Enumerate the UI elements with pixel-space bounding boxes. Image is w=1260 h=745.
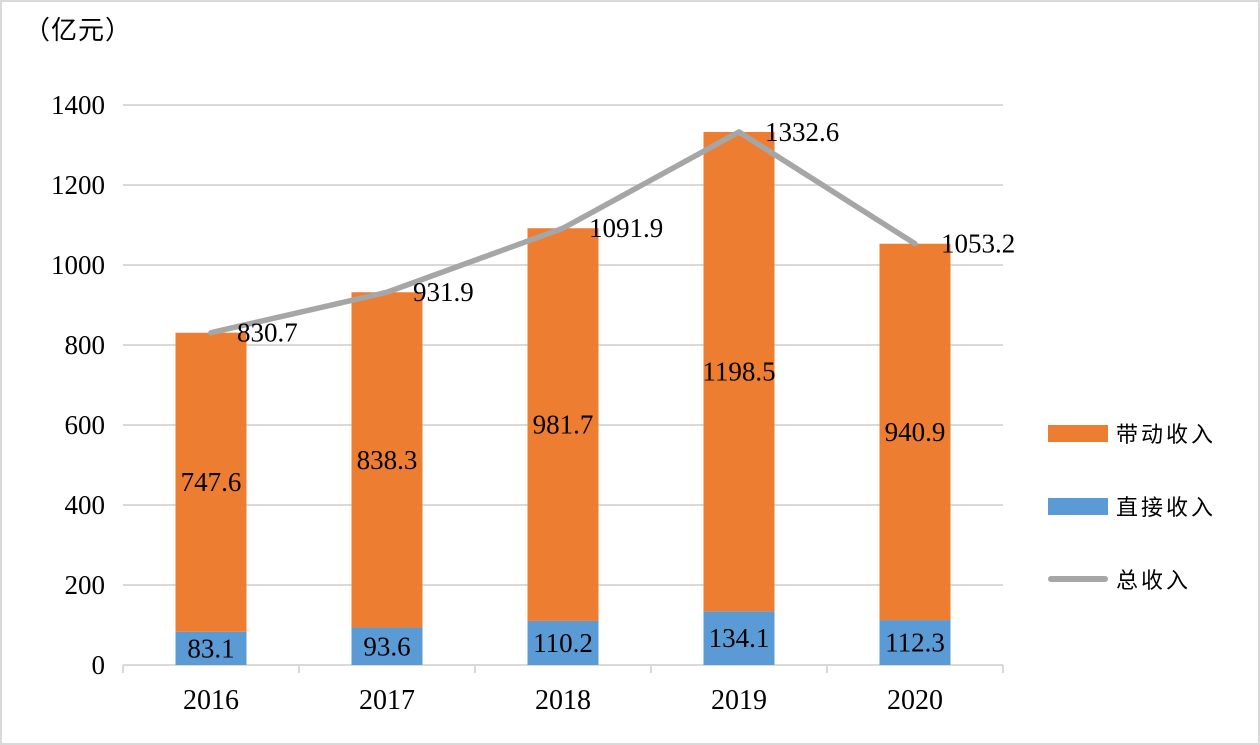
- bar-直接收入-2016: [175, 631, 247, 665]
- x-tick-label-2018: 2018: [535, 685, 591, 716]
- bar-带动收入-2017: [351, 292, 423, 628]
- bar-直接收入-2018: [527, 620, 599, 665]
- line-label-总收入-2019: 1332.6: [765, 117, 839, 147]
- line-label-总收入-2017: 931.9: [413, 277, 474, 307]
- bar-label-直接收入-2017: 93.6: [363, 631, 410, 661]
- y-tick-label-600: 600: [65, 410, 106, 440]
- legend-swatch-driven-income-icon: [1048, 424, 1108, 442]
- x-tick-label-2019: 2019: [711, 685, 767, 716]
- bar-带动收入-2016: [175, 332, 247, 632]
- legend-swatch-direct-income-icon: [1048, 497, 1108, 515]
- bar-label-直接收入-2016: 83.1: [187, 633, 234, 663]
- legend-label-driven-income: 带动收入: [1116, 422, 1217, 447]
- y-tick-label-200: 200: [65, 570, 106, 600]
- bar-label-带动收入-2020: 940.9: [885, 417, 946, 447]
- bar-label-直接收入-2019: 134.1: [709, 623, 770, 653]
- line-label-总收入-2018: 1091.9: [589, 213, 663, 243]
- y-tick-label-1200: 1200: [51, 170, 105, 200]
- legend-item-total-income: 总收入: [1048, 568, 1216, 593]
- legend-label-total-income: 总收入: [1116, 568, 1192, 593]
- bar-label-直接收入-2018: 110.2: [533, 628, 593, 658]
- x-tick-label-2020: 2020: [887, 685, 943, 716]
- legend-label-direct-income: 直接收入: [1116, 495, 1217, 520]
- legend-item-direct-income: 直接收入: [1048, 495, 1216, 520]
- y-tick-label-0: 0: [92, 650, 106, 680]
- bar-带动收入-2019: [703, 131, 775, 612]
- y-tick-label-800: 800: [65, 330, 106, 360]
- chart-legend: 带动收入 直接收入 总收入: [1048, 422, 1216, 641]
- y-tick-label-400: 400: [65, 490, 106, 520]
- y-tick-label-1000: 1000: [51, 250, 105, 280]
- bar-label-带动收入-2019: 1198.5: [702, 357, 775, 387]
- y-axis-unit-label: （亿元）: [24, 16, 133, 45]
- bar-label-带动收入-2018: 981.7: [533, 410, 594, 440]
- x-tick-label-2017: 2017: [359, 685, 415, 716]
- bar-label-直接收入-2020: 112.3: [885, 628, 945, 658]
- bar-带动收入-2018: [527, 228, 599, 621]
- bar-label-带动收入-2017: 838.3: [357, 445, 418, 475]
- line-label-总收入-2020: 1053.2: [941, 229, 1015, 259]
- bar-直接收入-2020: [879, 620, 951, 665]
- x-tick-label-2016: 2016: [183, 685, 239, 716]
- line-总收入: [208, 129, 918, 336]
- legend-item-driven-income: 带动收入: [1048, 422, 1216, 447]
- bar-带动收入-2020: [879, 243, 951, 621]
- y-tick-label-1400: 1400: [51, 90, 105, 120]
- bar-直接收入-2017: [351, 627, 423, 665]
- bar-label-带动收入-2016: 747.6: [181, 467, 242, 497]
- line-label-总收入-2016: 830.7: [237, 318, 298, 348]
- bar-直接收入-2019: [703, 611, 775, 665]
- legend-swatch-total-income-icon: [1048, 576, 1108, 582]
